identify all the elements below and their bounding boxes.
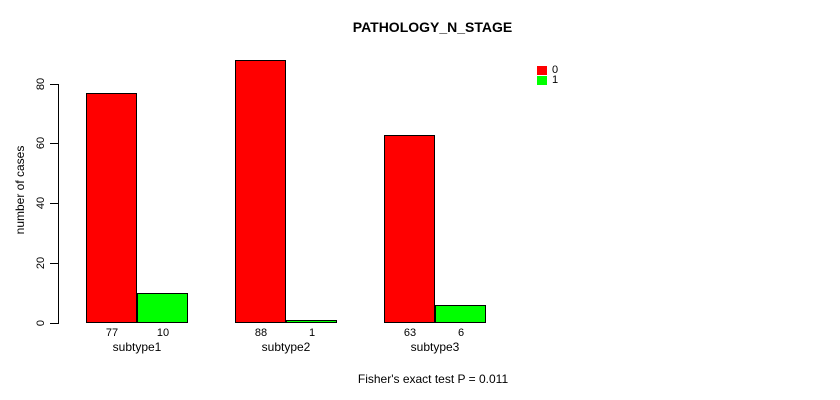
bar-subtype2-group0 xyxy=(235,60,286,323)
bar-subtype2-group1 xyxy=(286,320,337,323)
y-tick-mark xyxy=(50,263,58,264)
bar-subtype1-group1 xyxy=(137,293,188,323)
bar-value-label: 63 xyxy=(403,327,417,339)
bar-value-label: 77 xyxy=(105,327,119,339)
legend-label: 0 xyxy=(552,64,559,76)
bar-subtype1-group0 xyxy=(86,93,137,323)
y-axis-line xyxy=(58,84,59,324)
y-tick-mark xyxy=(50,84,58,85)
y-axis-title: number of cases xyxy=(13,145,27,235)
y-tick-mark xyxy=(50,143,58,144)
x-category-label: subtype1 xyxy=(112,340,162,354)
bar-subtype3-group0 xyxy=(384,135,435,323)
x-category-label: subtype2 xyxy=(261,340,311,354)
x-category-label: subtype3 xyxy=(410,340,460,354)
y-tick-label: 40 xyxy=(35,196,47,210)
y-tick-mark xyxy=(50,323,58,324)
legend-item-1: 1 xyxy=(537,74,559,86)
bar-value-label: 88 xyxy=(254,327,268,339)
bar-value-label: 1 xyxy=(308,327,316,339)
footer-stat-note: Fisher's exact test P = 0.011 xyxy=(357,372,509,386)
bar-value-label: 6 xyxy=(457,327,465,339)
y-tick-label: 60 xyxy=(35,136,47,150)
legend-item-0: 0 xyxy=(537,64,559,76)
legend-swatch xyxy=(537,75,547,85)
chart-title: PATHOLOGY_N_STAGE xyxy=(352,19,513,35)
y-tick-label: 20 xyxy=(35,256,47,270)
y-tick-label: 80 xyxy=(35,77,47,91)
bar-subtype3-group1 xyxy=(435,305,486,323)
bar-value-label: 10 xyxy=(156,327,170,339)
legend-swatch xyxy=(537,65,547,75)
legend-label: 1 xyxy=(552,74,559,86)
y-tick-mark xyxy=(50,203,58,204)
y-tick-label: 0 xyxy=(35,319,47,327)
